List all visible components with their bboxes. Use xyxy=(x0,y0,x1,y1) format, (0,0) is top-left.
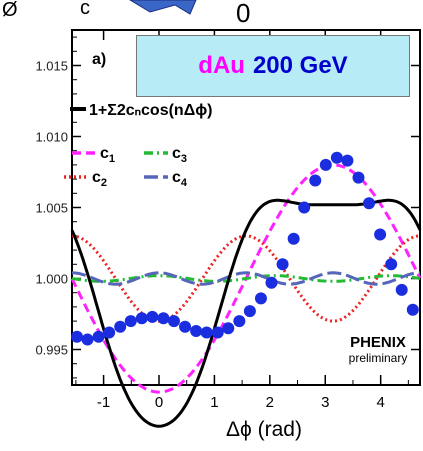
x-tick-label: 3 xyxy=(321,394,329,411)
data-point xyxy=(70,330,83,343)
data-point xyxy=(330,151,343,164)
data-point xyxy=(254,292,267,305)
x-tick-label: 0 xyxy=(155,394,163,411)
data-point xyxy=(135,312,148,325)
data-point xyxy=(298,201,311,214)
phenix-logo-subtitle: preliminary xyxy=(349,351,408,365)
data-point xyxy=(146,310,159,323)
data-point xyxy=(287,232,300,245)
data-point xyxy=(385,258,398,271)
data-point xyxy=(243,305,256,318)
data-point xyxy=(374,228,387,241)
data-point xyxy=(319,158,332,171)
y-tick-label: 1.005 xyxy=(35,201,68,216)
x-tick-label: -1 xyxy=(97,394,110,411)
data-point xyxy=(395,283,408,296)
data-point xyxy=(265,276,278,289)
data-point xyxy=(167,315,180,328)
legend-label-c1: c1 xyxy=(100,145,115,165)
data-point xyxy=(276,258,289,271)
data-point xyxy=(103,326,116,339)
phenix-logo: PHENIX xyxy=(350,334,406,351)
data-point xyxy=(352,171,365,184)
data-point xyxy=(406,303,419,316)
data-point xyxy=(92,330,105,343)
x-tick-label: 2 xyxy=(266,394,274,411)
data-point xyxy=(309,174,322,187)
top-decoration: Ø ϲ 0 xyxy=(2,0,250,28)
y-tick-label: 1.010 xyxy=(35,130,68,145)
data-point xyxy=(363,197,376,210)
data-point xyxy=(81,333,94,346)
data-point xyxy=(211,326,224,339)
harmonic-curve-c4 xyxy=(71,271,421,286)
y-tick-label: 1.000 xyxy=(35,272,68,287)
collision-badge: dAu 200 GeV xyxy=(136,35,410,97)
collision-system: dAu xyxy=(198,52,245,79)
data-point xyxy=(190,325,203,338)
x-tick-label: 1 xyxy=(210,394,218,411)
legend-label-c4: c4 xyxy=(172,169,188,189)
data-point xyxy=(341,154,354,167)
data-point xyxy=(200,326,213,339)
data-point xyxy=(233,315,246,328)
fit-curve xyxy=(70,198,422,428)
data-point xyxy=(179,320,192,333)
panel-label: a) xyxy=(92,51,106,68)
data-point xyxy=(222,322,235,335)
data-point xyxy=(114,320,127,333)
y-tick-label: 1.015 xyxy=(35,59,68,74)
x-tick-label: 4 xyxy=(376,394,384,411)
legend-label-c3: c3 xyxy=(172,145,187,165)
collision-energy: 200 GeV xyxy=(252,52,348,79)
x-axis-label: Δϕ (rad) xyxy=(226,418,302,441)
harmonic-curve-c3 xyxy=(71,274,421,283)
harmonic-curve-c2 xyxy=(71,234,421,323)
svg-text:ϲ: ϲ xyxy=(80,0,90,19)
legend-label-c2: c2 xyxy=(92,169,107,189)
legend-fit-label: 1+Σ2cₙcos(nΔϕ) xyxy=(89,102,213,119)
data-point xyxy=(157,312,170,325)
svg-text:Ø: Ø xyxy=(2,0,18,21)
y-tick-label: 0.995 xyxy=(35,343,68,358)
data-point xyxy=(124,315,137,328)
svg-text:0: 0 xyxy=(236,0,250,28)
